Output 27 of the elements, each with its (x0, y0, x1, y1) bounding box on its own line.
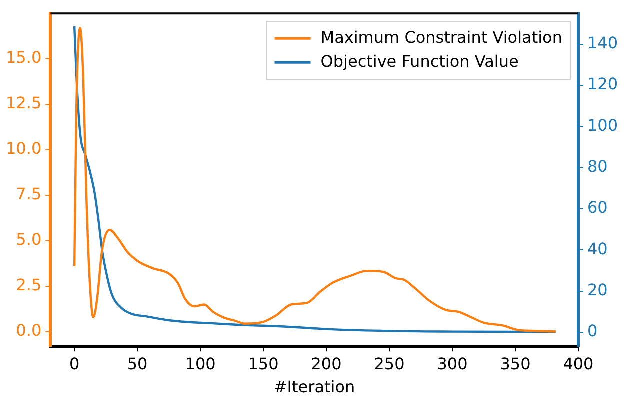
y2-tick-label: 20 (587, 280, 608, 300)
y2-tick-label: 40 (587, 239, 608, 258)
x-axis-title: #Iteration (274, 378, 356, 397)
y2-tick-label: 120 (587, 74, 618, 94)
y-tick-label: 15.0 (6, 48, 42, 68)
y2-tick-label: 0 (587, 322, 598, 341)
x-tick-label: 150 (248, 354, 279, 374)
legend-label: Objective Function Value (320, 52, 519, 71)
y2-tick-label: 80 (587, 157, 608, 176)
x-tick-label: 400 (563, 354, 594, 374)
legend-label: Maximum Constraint Violation (320, 28, 562, 47)
x-tick-label: 200 (311, 354, 342, 374)
x-tick-label: 250 (374, 354, 405, 374)
y-tick-label: 0.0 (16, 321, 42, 340)
y-tick-label: 12.5 (6, 94, 42, 113)
x-tick-label: 300 (437, 354, 468, 374)
y-tick-label: 10.0 (6, 139, 42, 158)
y-tick-label: 7.5 (16, 184, 42, 204)
x-tick-label: 0 (69, 354, 80, 374)
x-tick-label: 50 (127, 354, 148, 374)
x-tick-label: 350 (500, 354, 531, 374)
y-tick-label: 2.5 (16, 276, 42, 295)
y2-tick-label: 60 (587, 198, 608, 218)
x-tick-label: 100 (185, 354, 216, 374)
y2-tick-label: 140 (587, 34, 618, 53)
y2-tick-label: 100 (587, 116, 618, 135)
y-tick-label: 5.0 (16, 230, 42, 250)
